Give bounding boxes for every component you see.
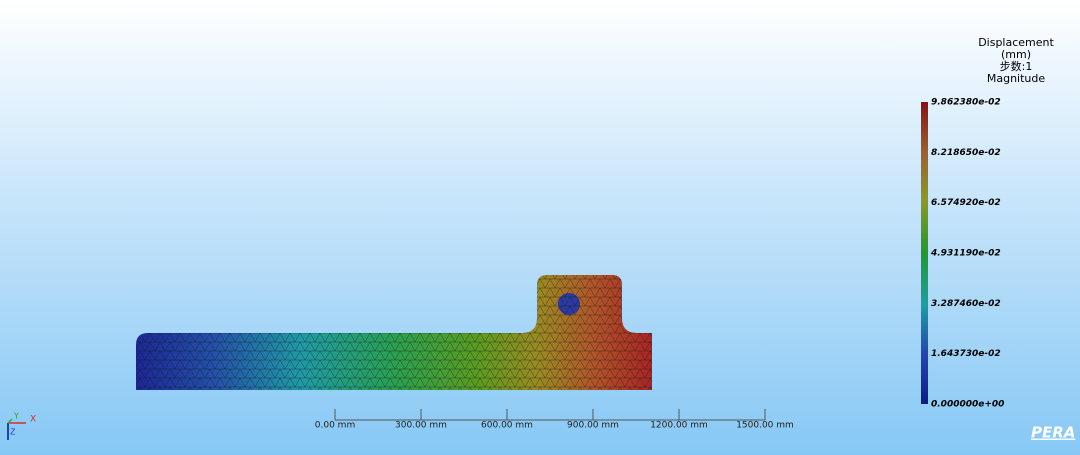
triad-x-label: X [30,415,36,425]
legend-label: 3.287460e-02 [931,299,1001,309]
triad-z-label: Z [10,428,16,437]
color-bar [921,102,928,404]
axis-triad: Y X Z [7,412,36,440]
triad-y-label: Y [13,412,19,421]
legend-label: 1.643730e-02 [931,349,1001,359]
legend-label: 6.574920e-02 [931,198,1001,208]
legend-title: (mm) [1001,48,1031,61]
triad-y [7,418,13,424]
legend-label: 9.862380e-02 [931,98,1001,108]
logo: PERA [1031,424,1075,442]
scale-label: 900.00 mm [567,421,619,431]
legend-title: Magnitude [987,72,1046,85]
legend-label: 4.931190e-02 [930,249,1001,259]
legend-title: Displacement [978,36,1054,49]
part-mesh [136,275,652,390]
scale-label: 1200.00 mm [650,421,708,431]
legend-label: 0.000000e+00 [931,400,1004,410]
color-legend: Displacement (mm) 步数:1 Magnitude 9.86238… [921,36,1054,410]
scale-bar: 0.00 mm 300.00 mm 600.00 mm 900.00 mm 1200.0… [315,409,794,431]
scale-label: 300.00 mm [395,421,447,431]
scale-label: 0.00 mm [315,421,355,431]
legend-title: 步数:1 [1000,60,1033,73]
hole-mesh [558,293,580,315]
model [136,275,652,390]
legend-label: 8.218650e-02 [931,148,1001,158]
scale-label: 600.00 mm [481,421,533,431]
scale-label: 1500.00 mm [736,421,794,431]
